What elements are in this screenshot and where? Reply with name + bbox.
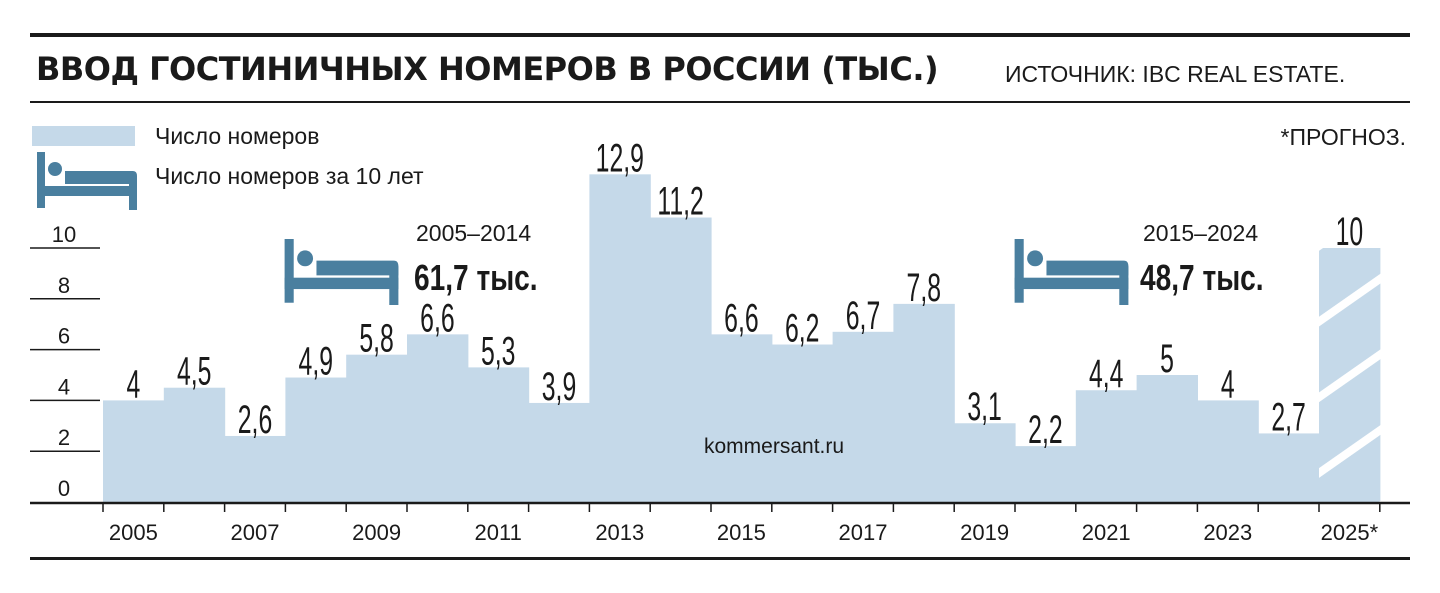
bar-forecast-2025: [1319, 248, 1381, 502]
bar-2016: [771, 344, 834, 502]
y-tick-label: 6: [58, 324, 70, 349]
period-total-2015-2024: 48,7 тыс.: [1140, 257, 1264, 298]
period-years-2015-2024: 2015–2024: [1143, 220, 1259, 246]
value-label: 4,4: [1089, 352, 1123, 396]
value-label: 4,5: [177, 350, 211, 394]
y-tick-label: 0: [58, 476, 70, 501]
x-tick-label: 2009: [352, 520, 401, 545]
bar-2014: [650, 217, 712, 502]
watermark: kommersant.ru: [704, 435, 845, 458]
bar-2020: [1015, 446, 1077, 502]
value-label: 4: [127, 363, 141, 407]
x-tick-label: 2025*: [1321, 520, 1379, 545]
top-rule: [30, 33, 1410, 37]
bottom-rule: [30, 557, 1410, 560]
x-tick-label: 2007: [231, 520, 280, 545]
bar-2021: [1075, 390, 1138, 502]
bar-2024: [1258, 433, 1320, 502]
value-label: 2,2: [1028, 408, 1062, 452]
bar-2005: [103, 400, 165, 502]
bar-2022: [1136, 375, 1198, 502]
x-tick-label: 2005: [109, 520, 158, 545]
bar-2011: [467, 367, 530, 502]
bar-2018: [893, 303, 955, 502]
chart-title: ВВОД ГОСТИНИЧНЫХ НОМЕРОВ В РОССИИ (ТЫС.): [36, 50, 939, 88]
value-label: 6,6: [420, 297, 454, 341]
value-label: 5,8: [359, 317, 393, 361]
x-tick-label: 2021: [1082, 520, 1131, 545]
period-years-2005-2014: 2005–2014: [416, 220, 532, 246]
period-total-2005-2014: 61,7 тыс.: [414, 257, 538, 298]
value-label: 11,2: [657, 180, 703, 224]
x-tick-label: 2019: [960, 520, 1009, 545]
legend-decade-label: Число номеров за 10 лет: [155, 163, 424, 189]
bed-icon: [1014, 239, 1129, 305]
bar-2017: [832, 331, 894, 502]
header-rule: [30, 101, 1410, 103]
value-label: 5,3: [481, 330, 515, 374]
bar-2009: [346, 354, 408, 502]
bed-icon: [37, 152, 137, 210]
value-label: 10: [1336, 210, 1364, 254]
value-label: 3,1: [967, 385, 1001, 429]
value-label: 7,8: [907, 266, 941, 310]
bar-2013: [589, 174, 651, 502]
value-label: 4: [1221, 363, 1235, 407]
value-label: 2,6: [238, 398, 272, 442]
legend-bars-label: Число номеров: [155, 123, 320, 149]
value-label: 6,7: [846, 294, 880, 338]
bar-2010: [407, 334, 469, 502]
value-label: 2,7: [1271, 396, 1305, 440]
y-tick-label: 4: [58, 374, 70, 399]
bar-2023: [1197, 400, 1259, 502]
y-tick-label: 2: [58, 425, 70, 450]
bed-icon: [284, 239, 399, 305]
value-label: 5: [1160, 337, 1174, 381]
x-tick-label: 2013: [595, 520, 644, 545]
x-tick-label: 2015: [717, 520, 766, 545]
value-label: 3,9: [542, 365, 576, 409]
value-label: 12,9: [596, 136, 644, 180]
source-note: ИСТОЧНИК: IBC REAL ESTATE.: [1005, 61, 1346, 87]
value-label: 6,2: [785, 307, 819, 351]
bar-2012: [528, 402, 590, 502]
legend-bar-swatch: [32, 126, 135, 146]
bar-2008: [285, 377, 347, 502]
bar-2006: [163, 387, 226, 502]
bar-2015: [711, 334, 773, 502]
forecast-note: *ПРОГНОЗ.: [1280, 124, 1406, 150]
bar-2007: [224, 435, 286, 502]
bar-2019: [954, 423, 1016, 502]
value-label: 4,9: [299, 340, 333, 384]
x-tick-label: 2017: [839, 520, 888, 545]
y-tick-label: 8: [58, 273, 70, 298]
x-tick-label: 2011: [475, 520, 522, 545]
x-tick-label: 2023: [1203, 520, 1252, 545]
value-label: 6,6: [724, 297, 758, 341]
y-tick-label: 10: [52, 222, 76, 247]
